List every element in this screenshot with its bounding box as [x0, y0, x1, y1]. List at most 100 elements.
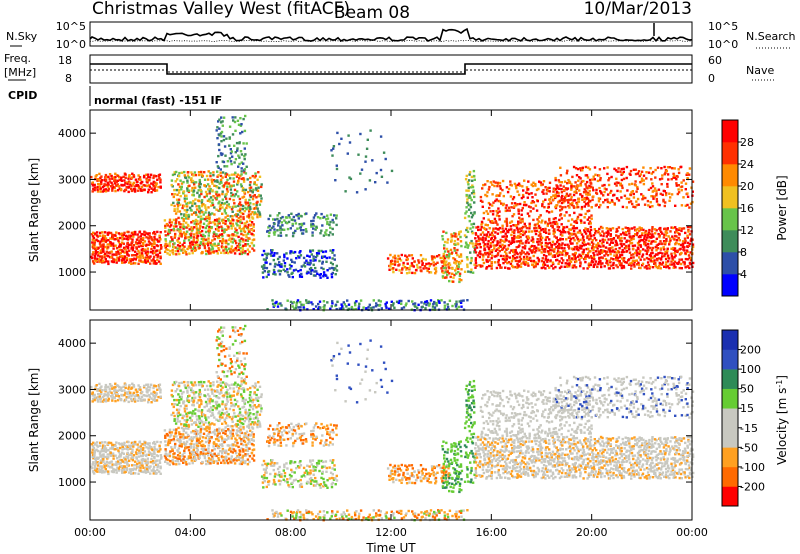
velocity-cell [110, 465, 113, 469]
power-cell [539, 235, 543, 238]
power-cell [549, 259, 552, 262]
power-cell [663, 204, 666, 208]
power-cell [672, 262, 676, 265]
power-cell [345, 305, 348, 308]
power-cell [359, 132, 362, 136]
power-cell [620, 257, 624, 260]
power-cell [532, 254, 535, 258]
power-cell [95, 174, 98, 177]
power-cell [570, 232, 573, 236]
power-cell [617, 235, 620, 238]
power-cell [228, 144, 231, 147]
power-cell [200, 192, 203, 196]
velocity-cell [134, 451, 138, 454]
power-cell [457, 267, 460, 270]
power-cell [159, 244, 163, 247]
power-cell [178, 252, 181, 256]
power-cell [217, 173, 220, 177]
velocity-cell [178, 462, 181, 466]
power-cell [666, 185, 669, 188]
power-cell [659, 192, 662, 196]
power-cell [571, 253, 575, 256]
velocity-cell [135, 452, 138, 456]
power-cell [467, 203, 470, 207]
power-cell [665, 237, 668, 241]
velocity-cell [122, 468, 126, 471]
power-cell [487, 218, 490, 221]
velocity-cell [95, 456, 99, 459]
power-cell [222, 245, 225, 249]
power-cell [221, 124, 224, 127]
power-cell [548, 190, 551, 193]
velocity-cell [140, 399, 144, 402]
power-cell [635, 229, 638, 232]
power-colorbar-cells [722, 120, 738, 297]
power-cell [193, 226, 196, 229]
power-cell [192, 181, 195, 184]
power-cell [522, 251, 525, 254]
power-cell [503, 244, 507, 248]
velocity-cell [139, 469, 142, 472]
power-cell [96, 254, 100, 257]
velocity-cell [183, 444, 187, 447]
power-cell [474, 259, 477, 262]
power-cell [225, 245, 228, 248]
velocity-cell [131, 456, 135, 459]
power-cell [193, 233, 196, 236]
velocity-cell [140, 395, 144, 399]
velocity-cell [96, 395, 99, 399]
power-cell [238, 141, 241, 144]
velocity-cell [163, 429, 167, 432]
power-cell [447, 257, 450, 260]
power-cell [208, 192, 211, 195]
power-cell [548, 246, 551, 249]
power-cell [306, 261, 309, 264]
power-cell [501, 179, 505, 183]
power-cell [214, 228, 218, 231]
velocity-cell [156, 440, 159, 444]
power-cell [601, 184, 604, 187]
power-cell [660, 167, 663, 170]
power-cell [494, 220, 497, 223]
power-cell [539, 181, 543, 184]
power-cell [285, 216, 288, 219]
velocity-cell [90, 385, 93, 389]
power-cell [349, 177, 353, 181]
power-cell [312, 308, 315, 311]
power-cell [647, 188, 651, 191]
power-cell [138, 176, 142, 179]
power-cell [628, 239, 631, 243]
power-cell [292, 215, 295, 219]
power-cell [411, 257, 414, 260]
power-cell [129, 183, 132, 186]
power-cell [559, 213, 563, 216]
power-cell [649, 252, 653, 255]
power-cell [679, 243, 683, 247]
power-cell [521, 206, 524, 210]
power-cell [99, 176, 102, 180]
power-cell [534, 226, 538, 230]
velocity-cell [135, 448, 139, 451]
power-cell [112, 176, 116, 179]
power-cell [209, 241, 212, 245]
power-cell [523, 247, 527, 250]
power-cell [215, 185, 218, 188]
power-cell [253, 182, 256, 186]
power-cell [243, 191, 246, 194]
power-cell [578, 176, 581, 179]
power-cell [620, 239, 623, 243]
power-cell [227, 247, 231, 250]
power-cell [330, 273, 333, 276]
velocity-cell [104, 398, 108, 401]
power-cell [679, 247, 682, 251]
power-cell [514, 265, 517, 269]
power-cell [125, 258, 129, 262]
power-cell [170, 179, 174, 182]
power-cell [457, 265, 460, 268]
power-cell [187, 239, 191, 242]
power-cell [147, 191, 150, 194]
power-cell [469, 251, 472, 254]
power-cell [531, 249, 535, 252]
colorbar-tick-label: 28 [740, 136, 754, 149]
power-cell [314, 266, 317, 270]
